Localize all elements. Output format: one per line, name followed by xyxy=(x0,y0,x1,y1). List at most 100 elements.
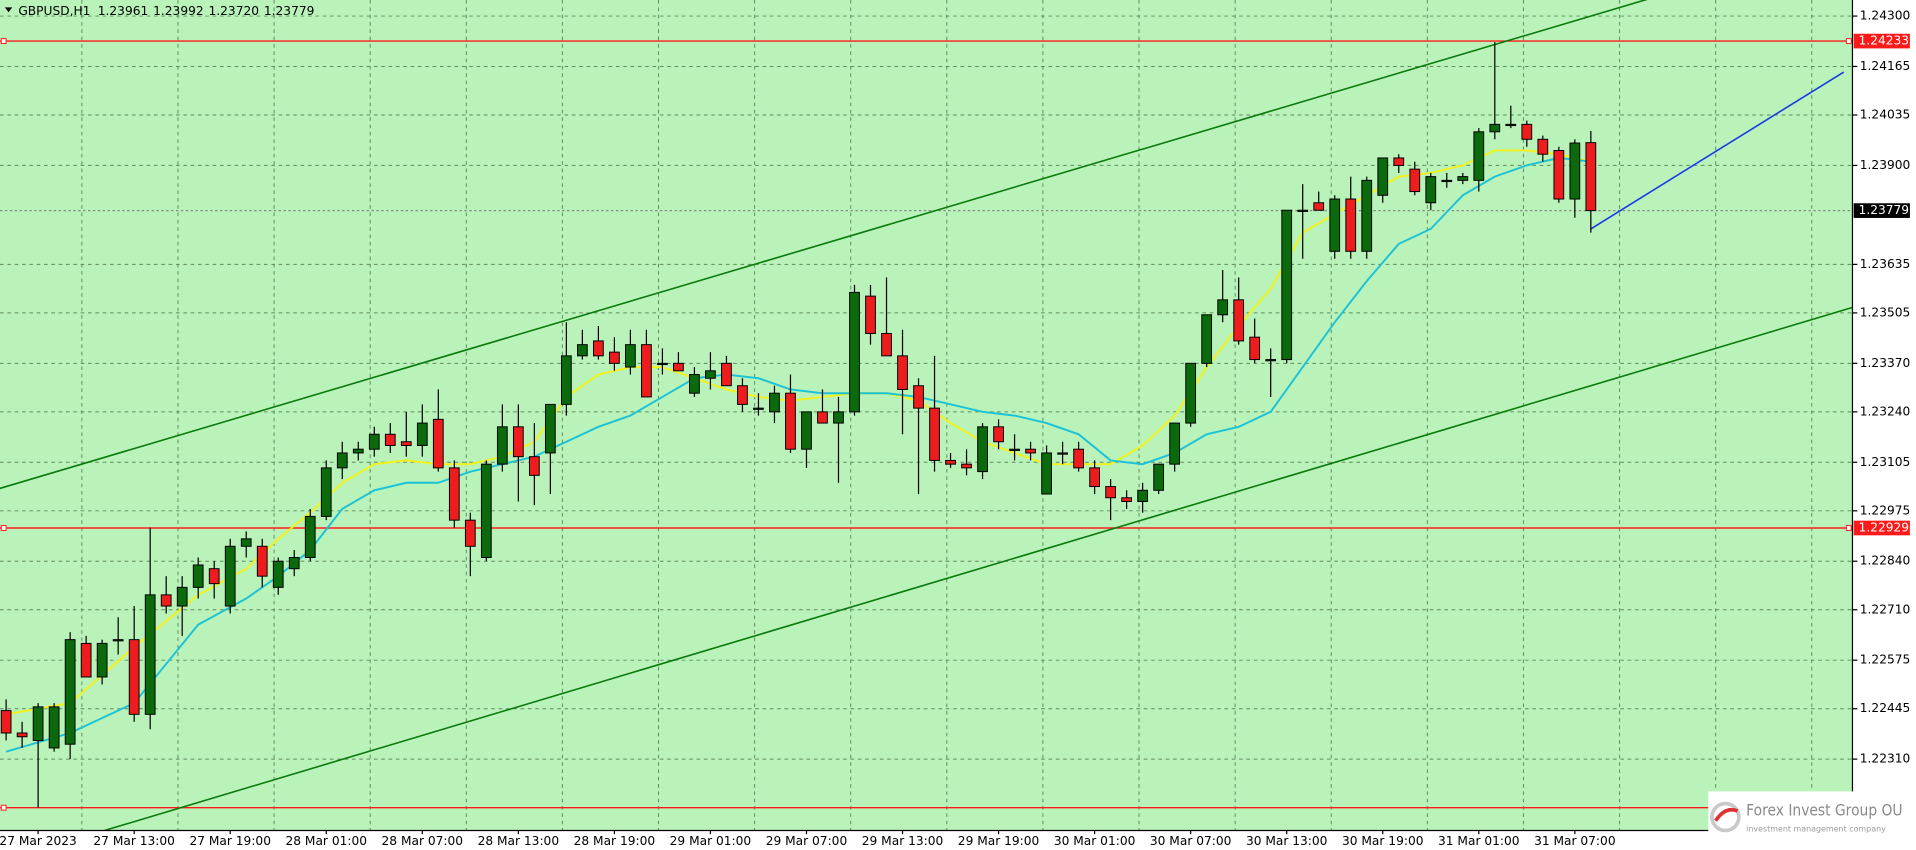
candle-body xyxy=(352,448,364,454)
candle-body xyxy=(1297,209,1309,212)
x-tick-label: 29 Mar 19:00 xyxy=(958,834,1040,848)
candle-body xyxy=(721,362,732,387)
candle-body xyxy=(288,557,300,570)
candle-body xyxy=(256,545,268,577)
y-tick-label: 1.22710 xyxy=(1860,602,1910,616)
candle-body xyxy=(336,452,348,469)
x-tick-label: 28 Mar 07:00 xyxy=(382,834,464,848)
x-tick-label: 31 Mar 01:00 xyxy=(1438,834,1520,848)
candle-body xyxy=(993,426,1004,443)
candle-body xyxy=(192,564,204,588)
candle-body xyxy=(240,538,252,547)
y-tick-label: 1.23635 xyxy=(1860,257,1910,271)
watermark: Forex Invest Group OU investment managem… xyxy=(1708,791,1910,846)
header-text: GBPUSD,H1 1.23961 1.23992 1.23720 1.23779 xyxy=(18,3,314,17)
candle-body xyxy=(384,433,396,446)
candle-body xyxy=(865,295,876,334)
candle-body xyxy=(833,411,844,424)
candle-body xyxy=(1473,131,1485,181)
close-value: 1.23779 xyxy=(264,3,314,17)
candle-body xyxy=(0,710,12,734)
level-anchor xyxy=(1845,38,1852,45)
candle-body xyxy=(400,441,412,446)
watermark-subtitle: investment management company xyxy=(1746,825,1886,834)
candle-body xyxy=(1329,198,1341,252)
level-label-box xyxy=(1853,520,1910,536)
x-tick-label: 30 Mar 19:00 xyxy=(1342,834,1424,848)
candle-body xyxy=(1569,142,1581,200)
candle-body xyxy=(80,642,92,678)
x-tick-label: 29 Mar 13:00 xyxy=(862,834,944,848)
trendline xyxy=(0,0,1648,490)
y-tick-label: 1.23370 xyxy=(1860,356,1910,370)
candle-body xyxy=(576,344,588,357)
trendline xyxy=(101,306,1853,831)
candle-body xyxy=(849,291,860,413)
x-tick-label: 27 Mar 19:00 xyxy=(189,834,271,848)
candle-body xyxy=(929,407,940,461)
candle-body xyxy=(96,642,108,678)
y-tick-label: 1.22840 xyxy=(1860,554,1910,568)
candle-body xyxy=(1009,448,1020,451)
candle-body xyxy=(128,639,140,715)
candle-body xyxy=(112,639,124,642)
y-tick-label: 1.22310 xyxy=(1860,752,1910,766)
candle-body xyxy=(416,422,428,446)
menu-arrow[interactable] xyxy=(4,7,13,13)
candle-body xyxy=(16,732,28,738)
candle-body xyxy=(496,426,508,465)
plot-background xyxy=(0,0,1853,831)
candle-body xyxy=(1041,452,1052,495)
candle-body xyxy=(1553,149,1565,200)
candle-body xyxy=(176,586,188,607)
level-anchor xyxy=(1845,525,1852,531)
candle-body xyxy=(512,426,524,458)
x-tick-label: 27 Mar 2023 xyxy=(0,834,77,848)
x-tick-label: 28 Mar 19:00 xyxy=(574,834,656,848)
candle-body xyxy=(1025,448,1036,454)
price-label-box xyxy=(1853,203,1910,218)
candle-body xyxy=(1265,359,1277,362)
candle-body xyxy=(208,568,220,585)
candle-body xyxy=(673,362,684,372)
candle-body xyxy=(480,463,492,558)
candle-body xyxy=(1505,123,1517,127)
candle-body xyxy=(945,459,956,465)
y-tick-label: 1.22445 xyxy=(1860,701,1910,715)
open-value: 1.23961 xyxy=(98,3,148,17)
candle-body xyxy=(1281,209,1293,361)
candle-body xyxy=(160,594,172,607)
y-tick-label: 1.23105 xyxy=(1860,455,1910,469)
candle-body xyxy=(737,385,748,405)
candle-body xyxy=(1409,168,1421,193)
level-label: 1.22929 xyxy=(1859,521,1909,535)
candle-body xyxy=(1585,142,1597,212)
candle-body xyxy=(977,426,988,473)
header: GBPUSD,H1 1.23961 1.23992 1.23720 1.23779 xyxy=(4,3,314,17)
x-tick-label: 31 Mar 07:00 xyxy=(1534,834,1616,848)
x-tick-label: 29 Mar 01:00 xyxy=(670,834,752,848)
symbol: GBPUSD,H1 xyxy=(18,3,90,17)
candle-body xyxy=(817,411,828,424)
candle-body xyxy=(1361,179,1373,252)
candle-body xyxy=(609,351,620,364)
candle-body xyxy=(448,467,460,521)
y-tick-label: 1.24300 xyxy=(1860,9,1910,23)
candle-body xyxy=(560,355,572,405)
candle-body xyxy=(785,392,796,450)
x-tick-label: 30 Mar 07:00 xyxy=(1150,834,1232,848)
candle-body xyxy=(368,433,380,450)
candle-body xyxy=(528,456,540,476)
candle-body xyxy=(1121,497,1133,502)
candle-body xyxy=(32,706,44,741)
candle-body xyxy=(1089,467,1100,488)
y-tick-label: 1.23240 xyxy=(1860,404,1910,418)
candle-body xyxy=(1425,176,1437,204)
candle-body xyxy=(641,344,652,398)
candle-body xyxy=(1345,198,1357,252)
trendline xyxy=(1590,71,1845,230)
candle-body xyxy=(464,519,476,547)
candle-body xyxy=(961,463,972,469)
x-tick-label: 28 Mar 13:00 xyxy=(478,834,560,848)
